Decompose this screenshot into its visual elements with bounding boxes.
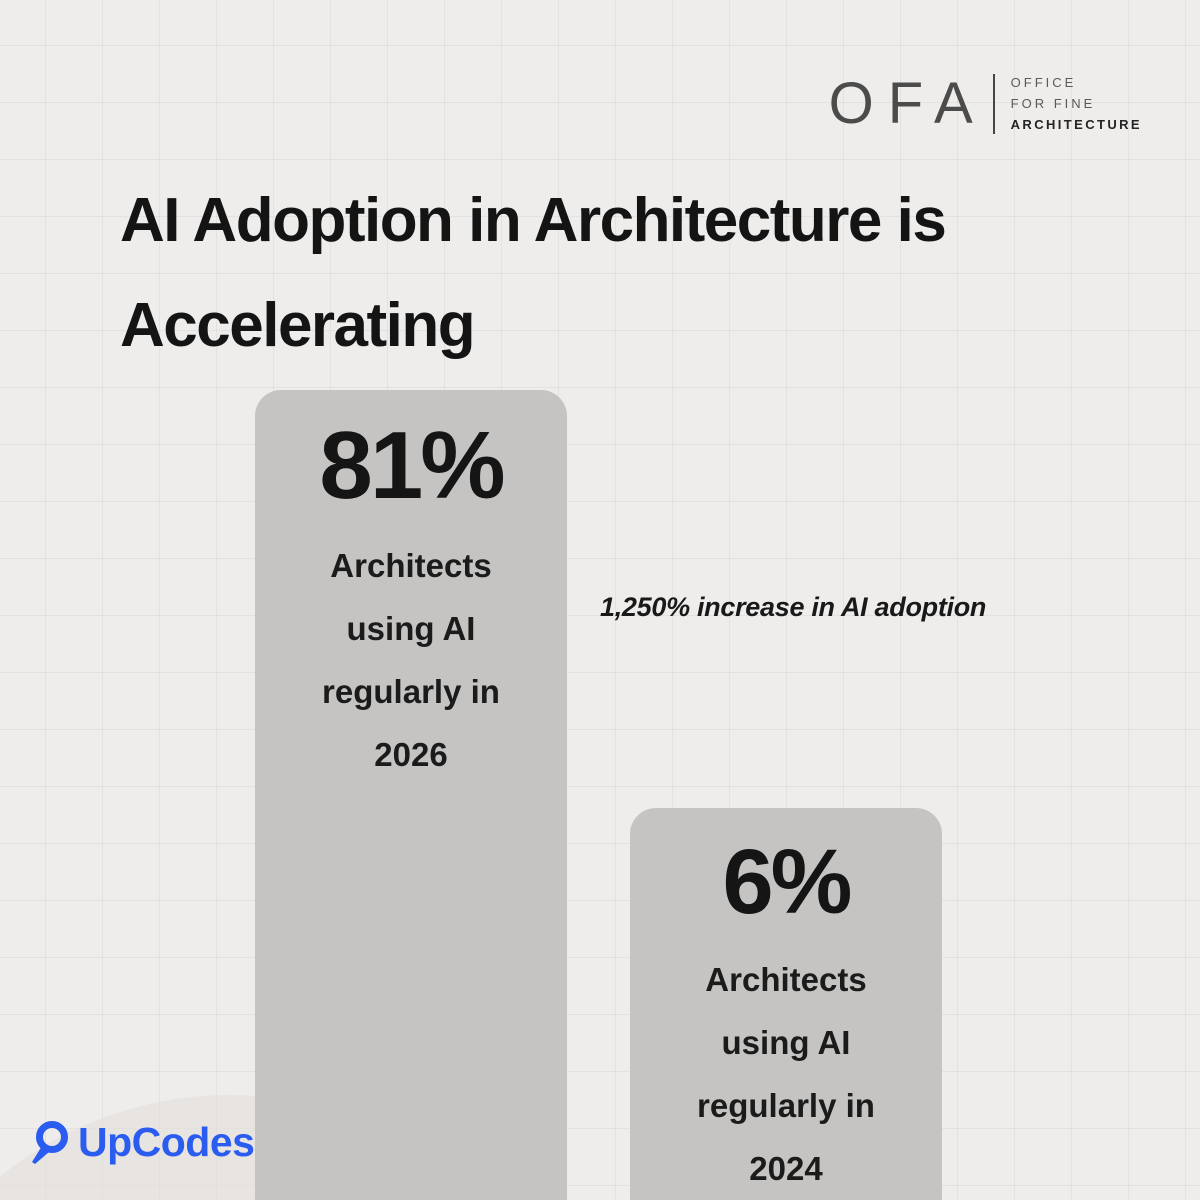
upcodes-logo: UpCodes <box>26 1118 255 1166</box>
bar-2024-caption-line-2: using AI <box>721 1024 851 1061</box>
logo-divider <box>992 73 995 134</box>
bar-2024-caption-line-4: 2024 <box>749 1150 823 1187</box>
bar-2024-caption-line-3: regularly in <box>697 1087 875 1124</box>
ofa-logo-mark: OFA <box>828 70 987 136</box>
bar-2024: 6% Architects using AI regularly in 2024 <box>630 808 942 1200</box>
bar-2026-value: 81% <box>319 412 505 519</box>
ofa-logo-tagline: OFFICE FOR FINE ARCHITECTURE <box>1011 72 1142 135</box>
bar-2024-value: 6% <box>722 831 853 933</box>
bar-2024-caption-line-1: Architects <box>705 961 867 998</box>
title-line-1: AI Adoption in Architecture is <box>120 186 947 255</box>
ofa-logo: OFA OFFICE FOR FINE ARCHITECTURE <box>829 72 1142 135</box>
bar-2026-caption-line-1: Architects <box>330 547 492 584</box>
bar-2026-caption-line-4: 2026 <box>374 736 448 773</box>
bar-2026: 81% Architects using AI regularly in 202… <box>255 390 567 1200</box>
bar-2026-caption-line-2: using AI <box>346 610 476 647</box>
upcodes-wordmark: UpCodes <box>78 1118 255 1165</box>
increase-annotation: 1,250% increase in AI adoption <box>600 592 987 622</box>
tagline-line-2: FOR FINE <box>1010 96 1096 111</box>
upcodes-pin-icon <box>32 1121 68 1164</box>
tagline-line-3: ARCHITECTURE <box>1010 117 1142 132</box>
bar-2026-caption: Architects using AI regularly in 2026 <box>255 534 567 786</box>
tagline-line-1: OFFICE <box>1010 75 1077 90</box>
bar-2026-caption-line-3: regularly in <box>322 673 500 710</box>
title-line-2: Accelerating <box>120 291 476 360</box>
bar-2024-caption: Architects using AI regularly in 2024 <box>630 948 942 1200</box>
page-title: AI Adoption in Architecture is Accelerat… <box>120 168 947 378</box>
